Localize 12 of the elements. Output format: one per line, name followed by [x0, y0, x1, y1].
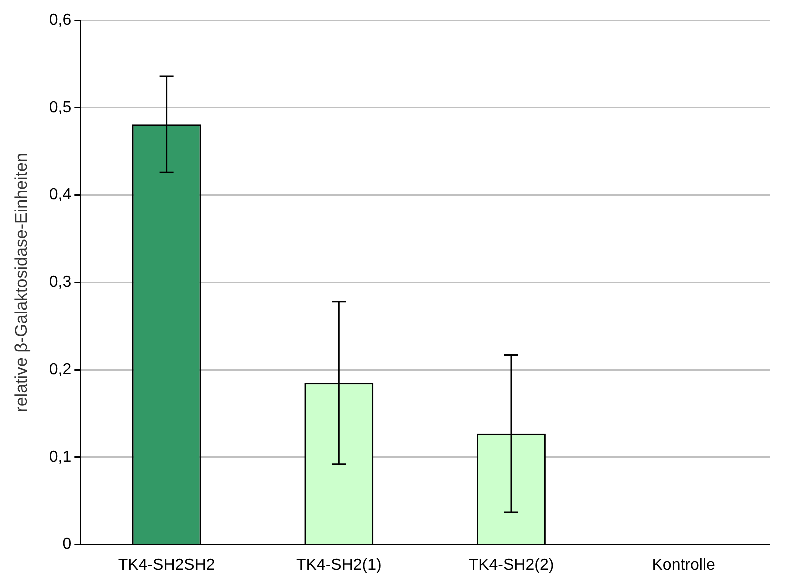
y-tick-label: 0,3	[49, 274, 72, 292]
y-tick-label: 0,1	[49, 448, 72, 466]
y-tick-label: 0	[62, 536, 72, 554]
y-tick-label: 0,6	[49, 12, 72, 30]
x-tick-label: Kontrolle	[652, 556, 716, 574]
x-tick-label: TK4-SH2SH2	[118, 556, 216, 574]
y-tick-label: 0,5	[49, 99, 72, 116]
y-tick-label: 0,4	[49, 186, 72, 204]
x-tick-label: TK4-SH2(2)	[468, 556, 554, 574]
x-tick-label: TK4-SH2(1)	[296, 556, 382, 574]
y-tick-label: 0,2	[49, 361, 72, 378]
y-axis-title: relative β-Galaktosidase-Einheiten	[12, 153, 31, 412]
